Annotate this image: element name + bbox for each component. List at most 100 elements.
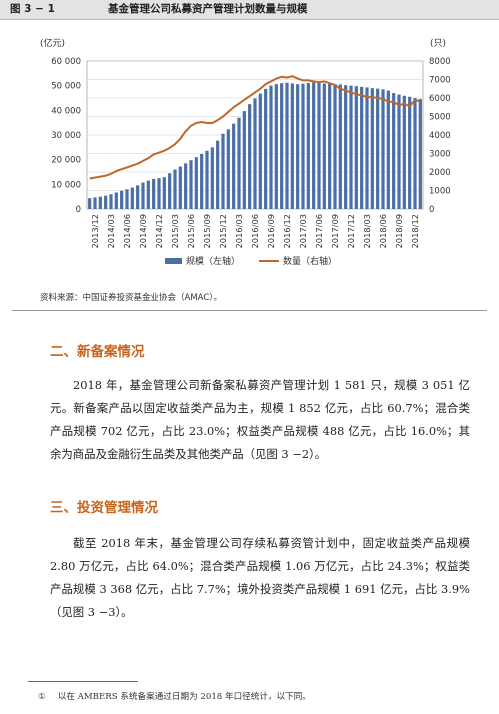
left-tick-label: 50 000 — [51, 82, 81, 92]
right-tick-label: 3000 — [429, 150, 451, 160]
x-tick-label: 2016/06 — [250, 214, 260, 248]
section-paragraph-new-filings: 2018 年，基金管理公司新备案私募资产管理计划 1 581 只，规模 3 05… — [50, 378, 470, 461]
right-tick-label: 2000 — [429, 168, 451, 178]
x-tick-label: 2018/09 — [394, 214, 404, 248]
left-tick-label: 40 000 — [51, 106, 81, 116]
legend-bar-label: 规模（左轴） — [186, 255, 240, 267]
scale-bar — [210, 147, 214, 209]
legend-bar-swatch — [165, 258, 182, 264]
x-tick-label: 2017/09 — [330, 214, 340, 248]
scale-bar — [226, 129, 230, 209]
scale-bar — [184, 163, 188, 209]
scale-bar — [274, 84, 278, 209]
x-tick-label: 2015/03 — [170, 214, 180, 248]
scale-bar — [306, 82, 310, 209]
legend: 规模（左轴） 数量（右轴） — [165, 255, 337, 267]
left-tick-label: 30 000 — [51, 131, 81, 141]
left-tick-label: 20 000 — [51, 156, 81, 166]
footnote-text: 以在 AMBERS 系统备案通过日期为 2018 年口径统计，以下同。 — [57, 692, 311, 702]
scale-bar — [248, 104, 252, 209]
scale-bar — [344, 85, 348, 209]
scale-bar — [194, 157, 198, 209]
plot-area: 0 1000 2000 3000 4000 5000 6000 7000 8000 0 10 000… — [51, 57, 450, 248]
scale-bar — [280, 83, 284, 209]
scale-bar — [189, 160, 193, 209]
scale-bar — [253, 98, 257, 209]
x-tick-label: 2014/09 — [138, 214, 148, 248]
section-heading-investment-management: 三、投资管理情况 — [50, 500, 158, 516]
scale-bar — [232, 123, 236, 209]
footnote: ① 以在 AMBERS 系统备案通过日期为 2018 年口径统计，以下同。 — [38, 690, 311, 702]
scale-bar — [216, 140, 220, 209]
scale-bar — [98, 196, 102, 209]
x-tick-label: 2017/12 — [346, 214, 356, 248]
scale-bar — [301, 83, 305, 209]
scale-bar — [141, 182, 145, 209]
x-tick-label: 2017/03 — [298, 214, 308, 248]
scale-bar — [269, 85, 273, 209]
scale-bar — [130, 187, 134, 209]
scale-bar — [365, 87, 369, 209]
x-tick-label: 2018/03 — [362, 214, 372, 248]
scale-bar — [290, 83, 294, 209]
left-tick-label: 10 000 — [51, 180, 81, 190]
scale-bar — [418, 98, 422, 209]
scale-bar — [285, 82, 289, 209]
x-tick-label: 2014/06 — [122, 214, 132, 248]
divider — [12, 310, 487, 311]
scale-bar — [152, 178, 156, 209]
section-heading-new-filings: 二、新备案情况 — [50, 344, 145, 360]
scale-bar — [258, 93, 262, 209]
scale-bar — [88, 198, 92, 209]
scale-bar — [312, 82, 316, 209]
right-tick-label: 4000 — [429, 131, 451, 141]
scale-bar — [296, 84, 300, 209]
right-tick-label: 8000 — [429, 57, 451, 67]
scale-bar — [146, 180, 150, 209]
x-tick-label: 2016/12 — [282, 214, 292, 248]
scale-bar — [333, 84, 337, 209]
scale-bar — [402, 95, 406, 209]
figure-title: 基金管理公司私募资产管理计划数量与规模 — [108, 3, 308, 15]
x-tick-label: 2015/06 — [186, 214, 196, 248]
scale-bar — [392, 93, 396, 209]
x-tick-label: 2015/09 — [202, 214, 212, 248]
x-tick-label: 2014/03 — [106, 214, 116, 248]
scale-bar — [413, 98, 417, 209]
section-paragraph-investment-management: 截至 2018 年末，基金管理公司存续私募资管计划中，固定收益类产品规模 2.8… — [50, 536, 470, 619]
x-tick-label: 2015/12 — [218, 214, 228, 248]
scale-bar — [168, 173, 172, 209]
left-tick-label: 60 000 — [51, 57, 81, 67]
scale-bar — [317, 82, 321, 209]
scale-bar — [354, 86, 358, 209]
x-tick-label: 2018/06 — [378, 214, 388, 248]
x-tick-label: 2017/06 — [314, 214, 324, 248]
scale-bar — [328, 83, 332, 209]
scale-bar — [408, 96, 412, 209]
scale-bar — [370, 88, 374, 209]
x-tick-label: 2014/12 — [154, 214, 164, 248]
figure-header: 图 3 − 1 基金管理公司私募资产管理计划数量与规模 — [0, 0, 499, 20]
scale-bar — [349, 85, 353, 209]
left-tick-label: 0 — [76, 205, 81, 215]
right-tick-label: 6000 — [429, 94, 451, 104]
legend-line-label: 数量（右轴） — [283, 255, 337, 267]
scale-bar — [104, 195, 108, 209]
scale-bar — [322, 83, 326, 209]
x-tick-label: 2016/09 — [266, 214, 276, 248]
x-tick-label: 2016/03 — [234, 214, 244, 248]
figure-source: 资料来源：中国证券投资基金业协会（AMAC）。 — [40, 293, 223, 303]
scale-bar — [205, 150, 209, 209]
scale-bar — [178, 166, 182, 209]
scale-bar — [237, 117, 241, 209]
scale-bar — [114, 192, 118, 209]
figure-number: 图 3 − 1 — [10, 3, 55, 15]
right-tick-label: 7000 — [429, 76, 451, 86]
scale-bar — [136, 185, 140, 209]
scale-bar — [109, 194, 113, 209]
right-tick-label: 0 — [429, 205, 434, 215]
x-tick-label: 2013/12 — [90, 214, 100, 248]
scale-bar — [338, 84, 342, 209]
scale-bar — [376, 88, 380, 209]
right-axis-unit: (只) — [430, 39, 446, 49]
